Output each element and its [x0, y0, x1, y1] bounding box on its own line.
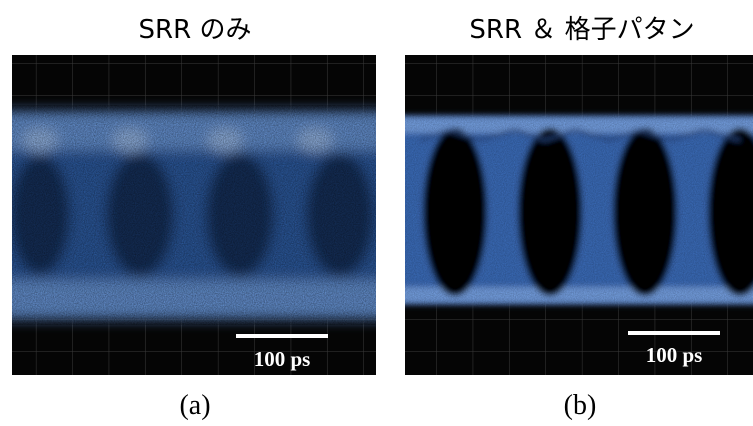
- scale-bar-label: 100 ps: [646, 343, 703, 367]
- eye-diagram-a: 100 ps: [0, 55, 390, 375]
- panel-title: SRR ＆ 格子パタン: [469, 15, 694, 45]
- eye-diagram-b: 100 ps: [395, 55, 753, 375]
- panel-caption: (b): [564, 390, 597, 421]
- panel-caption: (a): [179, 390, 210, 421]
- scale-bar-label: 100 ps: [254, 347, 311, 371]
- figure: SRR のみ SRR ＆ 格子パタン 100 ps: [0, 0, 753, 426]
- panel-title: SRR のみ: [139, 15, 252, 45]
